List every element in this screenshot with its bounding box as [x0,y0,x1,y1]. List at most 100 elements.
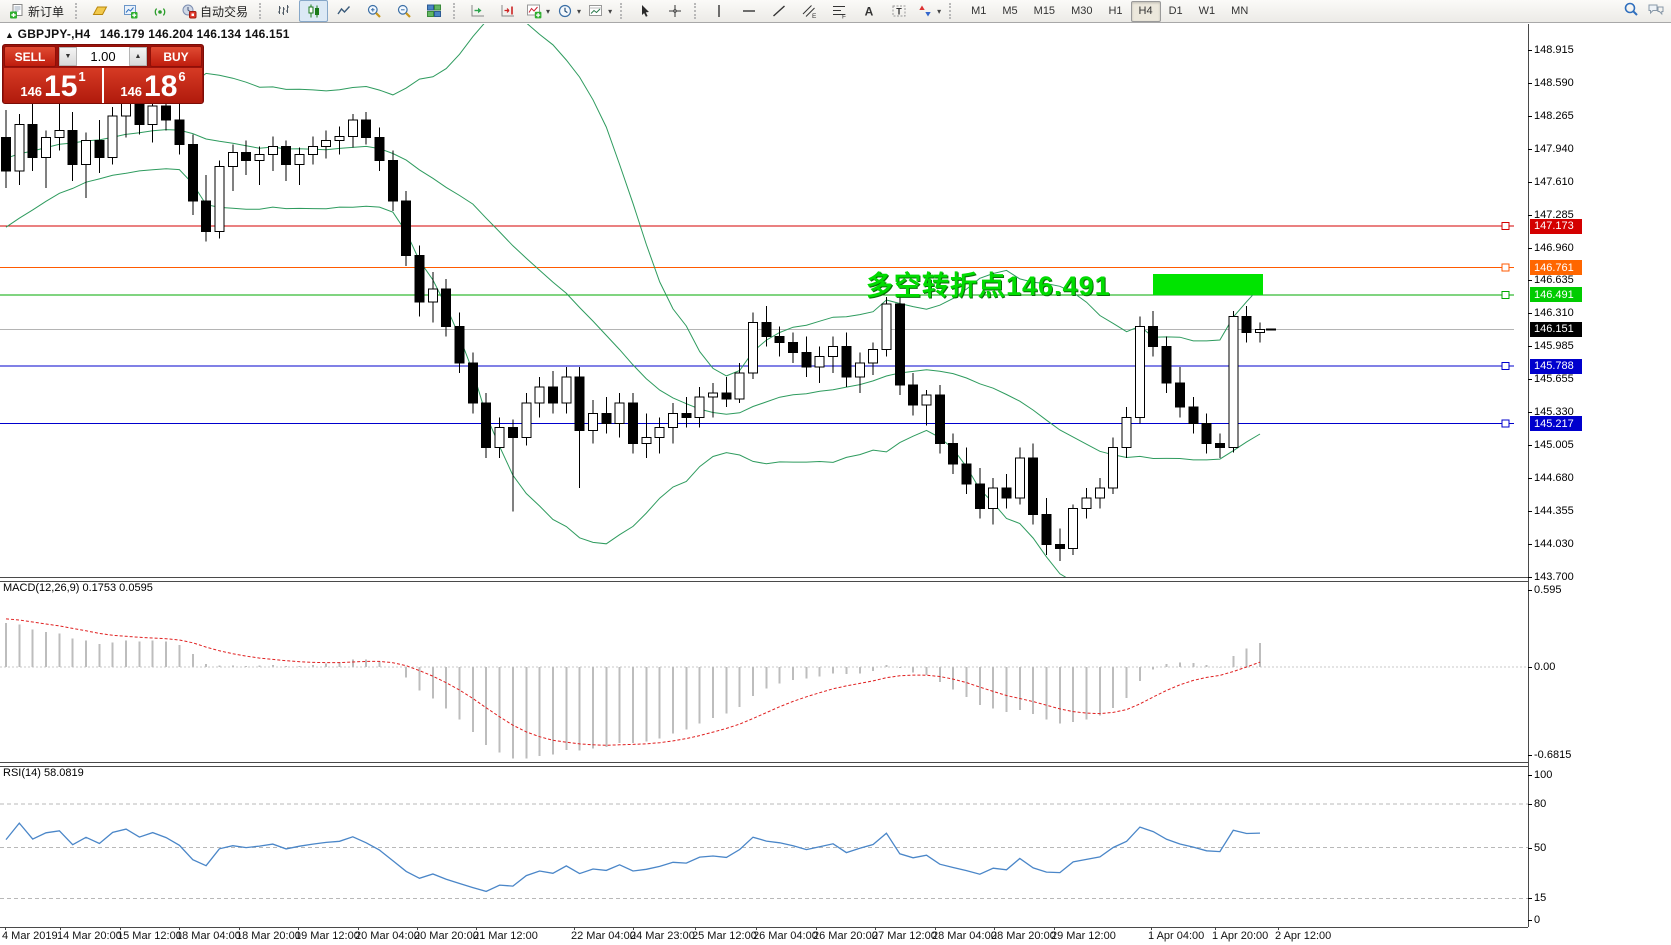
price-tick-mark [1528,313,1532,315]
bear-candle [481,402,492,449]
time-tick-mark [476,927,477,930]
bull-candle [1228,315,1239,449]
bear-candle [761,321,772,338]
bear-candle [201,200,212,232]
dropdown-caret[interactable]: ▾ [608,6,613,16]
time-tick-label: 22 Mar 04:00 [571,930,636,942]
buy-price-pips: 18 [144,70,178,103]
equidistant-channel-button[interactable]: E [794,0,823,22]
new-chart-button[interactable] [115,0,144,22]
text-button[interactable]: A [854,0,883,22]
timeframe-mn[interactable]: MN [1231,5,1249,17]
main-chart-canvas[interactable] [0,24,1528,580]
bull-candle [54,129,65,138]
timeframe-m15[interactable]: M15 [1033,5,1056,17]
timeframe-d1[interactable]: D1 [1168,5,1183,17]
trendline-icon [772,5,785,17]
bear-candle [948,443,959,465]
timeframe-h1[interactable]: H1 [1108,5,1123,17]
zoom-out-button[interactable] [389,0,418,22]
bear-candle [908,384,919,406]
zoom-in-icon [367,4,381,18]
buy-button[interactable]: BUY [150,46,202,67]
candlestick-button[interactable] [299,0,329,22]
rsi-tick-mark [1528,775,1532,776]
macd-tick-mark [1528,667,1532,668]
profiles-button[interactable] [85,0,114,22]
ohlc-values: 146.179 146.204 146.134 146.151 [99,27,290,41]
bear-candle [1241,315,1252,333]
timeframe-m5[interactable]: M5 [1002,5,1018,17]
text-label-button[interactable]: T [884,0,913,22]
timeframe-w1[interactable]: W1 [1198,5,1216,17]
macd-panel-canvas[interactable] [0,580,1528,763]
bear-candle [174,119,185,145]
dropdown-caret[interactable]: ▾ [546,6,551,16]
macd-indicator-label: MACD(12,26,9) 0.1753 0.0595 [3,582,153,594]
arrows-button[interactable]: ▾ [914,0,944,22]
autotrading-button[interactable]: 自动交易 [175,0,254,22]
auto-scroll-button[interactable] [463,0,492,22]
chat-icon[interactable] [1647,1,1665,17]
bollinger-upper-band[interactable] [5,24,1261,377]
sell-price-point: 1 [78,69,86,84]
timeframe-m1[interactable]: M1 [971,5,987,17]
buy-price[interactable]: 146 18 6 [104,68,202,103]
expand-icon[interactable]: ▲ [5,30,15,40]
dropdown-caret[interactable]: ▾ [937,6,942,16]
chart-shift-button[interactable] [493,0,522,22]
level-marker[interactable] [1501,419,1510,428]
bollinger-middle-band[interactable] [5,129,1261,461]
dropdown-caret[interactable]: ▾ [577,6,582,16]
level-marker[interactable] [1501,362,1510,371]
indicators-button[interactable]: ▾ [523,0,553,22]
panel-separator[interactable] [0,577,1528,582]
vertical-line-button[interactable] [704,0,733,22]
line-chart-button[interactable] [329,0,358,22]
bull-candle [668,412,678,428]
timeframe-m30[interactable]: M30 [1071,5,1093,17]
svg-text:F: F [842,14,846,20]
level-marker[interactable] [1501,263,1510,272]
zoom-in-button[interactable] [359,0,388,22]
horizontal-line-button[interactable] [734,0,763,22]
new-order-button[interactable]: 新订单 [3,0,70,22]
rsi-panel-canvas[interactable] [0,765,1528,927]
time-tick-mark [5,927,6,930]
periods-button[interactable]: ▾ [554,0,584,22]
volume-decrease-button[interactable]: ▼ [59,47,77,66]
crosshair-button[interactable] [660,0,689,22]
level-marker[interactable] [1501,290,1510,299]
level-marker[interactable] [1501,222,1510,231]
volume-increase-button[interactable]: ▲ [129,47,147,66]
trendline-button[interactable] [764,0,793,22]
search-icon[interactable] [1623,1,1639,17]
toolbar-grip [949,3,953,19]
price-tick-mark [1528,543,1532,545]
tile-windows-button[interactable] [419,0,448,22]
price-tick-mark [1528,577,1532,579]
time-tick-label: 18 Mar 20:00 [236,930,301,942]
highlight-rectangle[interactable] [1153,274,1263,295]
panel-separator[interactable] [0,762,1528,767]
vertical-line-icon [717,5,720,17]
volume-input[interactable]: 1.00 [77,47,129,66]
toolbar-grip [259,3,263,19]
time-tick-label: 24 Mar 23:00 [630,930,695,942]
sell-button[interactable]: SELL [4,46,56,67]
symbol-period-label: GBPJPY-,H4 [17,27,91,41]
sell-price[interactable]: 146 15 1 [4,68,102,103]
bull-candle [587,412,598,431]
time-tick-label: 20 Mar 04:00 [355,930,420,942]
time-tick-mark [179,927,180,930]
cursor-button[interactable] [630,0,659,22]
macd-tick-mark [1528,755,1532,757]
price-tick-label: 144.680 [1534,471,1574,484]
chart-text-annotation[interactable]: 多空转折点146.491 [866,271,1111,301]
timeframe-h4[interactable]: H4 [1130,0,1161,22]
bear-candle [934,394,945,445]
signals-button[interactable] [145,0,174,22]
templates-button[interactable]: ▾ [585,0,615,22]
fibonacci-button[interactable]: F [824,0,853,22]
bar-chart-button[interactable] [269,0,298,22]
